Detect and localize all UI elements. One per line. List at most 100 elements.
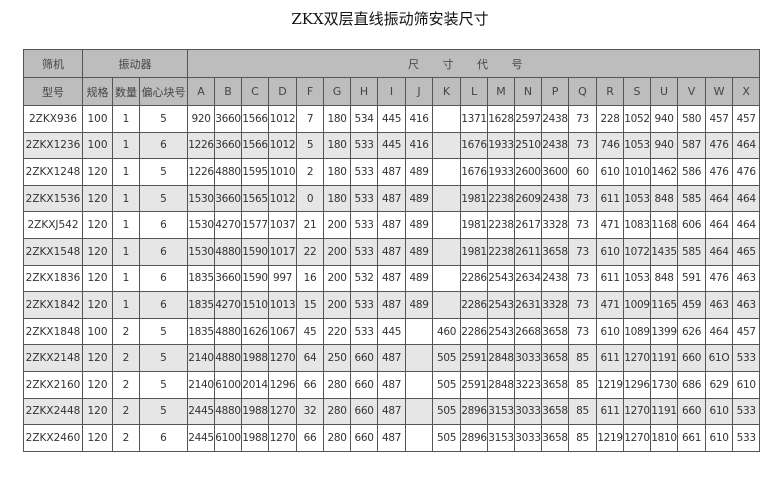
table-cell: 1566 (241, 131, 270, 160)
table-cell: 73 (568, 291, 598, 319)
table-cell: 1191 (650, 397, 679, 426)
table-cell (432, 211, 462, 239)
column-header-d: D (268, 77, 298, 106)
table-cell: 1933 (487, 131, 516, 160)
vibrator-header: 振动器 (81, 49, 189, 78)
table-cell: 1981 (460, 184, 489, 213)
table-cell: 476 (705, 264, 734, 293)
table-cell: 1053 (623, 184, 652, 213)
table-cell: 686 (677, 370, 707, 399)
table-cell: 5 (138, 184, 189, 213)
table-cell: 120 (82, 184, 113, 213)
table-cell: 220 (323, 317, 352, 346)
table-cell: 250 (323, 344, 352, 372)
table-cell: 532 (350, 264, 379, 293)
table-cell: 471 (596, 211, 625, 239)
table-cell: 416 (405, 105, 434, 133)
column-header-n: N (514, 77, 543, 106)
table-cell: 487 (377, 424, 407, 452)
table-cell: 1530 (187, 184, 216, 213)
table-cell: 3660 (214, 105, 243, 133)
table-row: 2ZKX1836 120 1 6 1835 3660 1590 997 16 200 532 487 4… (23, 264, 761, 293)
table-cell: 1226 (187, 158, 216, 186)
table-row: 2ZKX2148 120 2 5 2140 4880 1988 1270 64 250 660 487… (23, 344, 761, 372)
table-cell: 120 (82, 158, 113, 186)
table-cell: 489 (405, 184, 434, 213)
table-cell: 416 (405, 131, 434, 160)
column-header-r: R (596, 77, 625, 106)
table-cell: 228 (596, 105, 625, 133)
table-cell: 1053 (623, 264, 652, 293)
model-header-top: 筛机 (23, 49, 83, 78)
table-cell (432, 158, 462, 186)
table-cell: 85 (568, 344, 598, 372)
table-cell: 487 (377, 397, 407, 426)
table-cell: 1270 (623, 397, 652, 426)
table-cell: 2238 (487, 237, 516, 266)
table-cell: 66 (296, 370, 325, 399)
model-cell: 2ZKX2448 (23, 397, 83, 426)
column-header-v: V (677, 77, 707, 106)
table-cell: 1 (112, 237, 140, 266)
table-cell: 73 (568, 237, 598, 266)
table-cell: 5 (296, 131, 325, 160)
table-cell: 2238 (487, 211, 516, 239)
model-header-bottom: 型号 (23, 77, 83, 106)
table-cell: 1270 (268, 344, 298, 372)
table-cell: 610 (732, 370, 761, 399)
table-cell: 2510 (514, 131, 543, 160)
model-cell: 2ZKX1536 (23, 184, 83, 213)
table-cell: 489 (405, 158, 434, 186)
table-cell: 2609 (514, 184, 543, 213)
table-cell: 180 (323, 131, 352, 160)
table-cell: 3658 (541, 424, 570, 452)
table-cell: 2634 (514, 264, 543, 293)
table-cell: 1083 (623, 211, 652, 239)
table-cell: 2 (296, 158, 325, 186)
table-cell: 1730 (650, 370, 679, 399)
column-header-w: W (705, 77, 734, 106)
table-cell: 2591 (460, 344, 489, 372)
table-cell: 5 (138, 105, 189, 133)
table-cell: 1399 (650, 317, 679, 346)
header-row-bottom: 型号 规格 数量 偏心块号 A B C D F G H I J K L M N P Q R S U V W X (23, 77, 761, 106)
table-cell: 280 (323, 370, 352, 399)
table-row: 2ZKX2160 120 2 5 2140 6100 2014 1296 66 280 660 487… (23, 370, 761, 399)
table-cell: 3660 (214, 184, 243, 213)
table-cell: 464 (705, 237, 734, 266)
page-title: ZKX双层直线振动筛安装尺寸 (291, 10, 489, 28)
table-cell: 626 (677, 317, 707, 346)
table-cell: 66 (296, 424, 325, 452)
table-cell: 487 (377, 344, 407, 372)
table-cell: 3153 (487, 424, 516, 452)
table-cell: 611 (596, 264, 625, 293)
table-cell: 2438 (541, 131, 570, 160)
table-cell: 200 (323, 264, 352, 293)
table-cell: 5 (138, 344, 189, 372)
table-cell: 1988 (241, 344, 270, 372)
table-cell: 476 (705, 131, 734, 160)
table-cell: 1296 (623, 370, 652, 399)
table-cell: 660 (350, 370, 379, 399)
table-row: 2ZKX2460 120 2 6 2445 6100 1988 1270 66 280 660 487… (23, 424, 761, 452)
table-cell: 1 (112, 264, 140, 293)
table-cell: 505 (432, 370, 462, 399)
table-cell: 487 (377, 158, 407, 186)
table-cell: 73 (568, 131, 598, 160)
table-cell: 1165 (650, 291, 679, 319)
table-cell: 2140 (187, 370, 216, 399)
table-cell: 1835 (187, 317, 216, 346)
table-cell: 2014 (241, 370, 270, 399)
table-cell: 3658 (541, 370, 570, 399)
model-cell: 2ZKX1836 (23, 264, 83, 293)
table-cell: 3658 (541, 237, 570, 266)
table-cell: 15 (296, 291, 325, 319)
table-cell: 489 (405, 211, 434, 239)
table-cell: 2 (112, 344, 140, 372)
table-cell: 73 (568, 264, 598, 293)
table-cell (405, 397, 434, 426)
table-cell: 463 (732, 264, 761, 293)
model-cell: 2ZKX1842 (23, 291, 83, 319)
table-cell: 3658 (541, 397, 570, 426)
table-cell: 611 (596, 184, 625, 213)
